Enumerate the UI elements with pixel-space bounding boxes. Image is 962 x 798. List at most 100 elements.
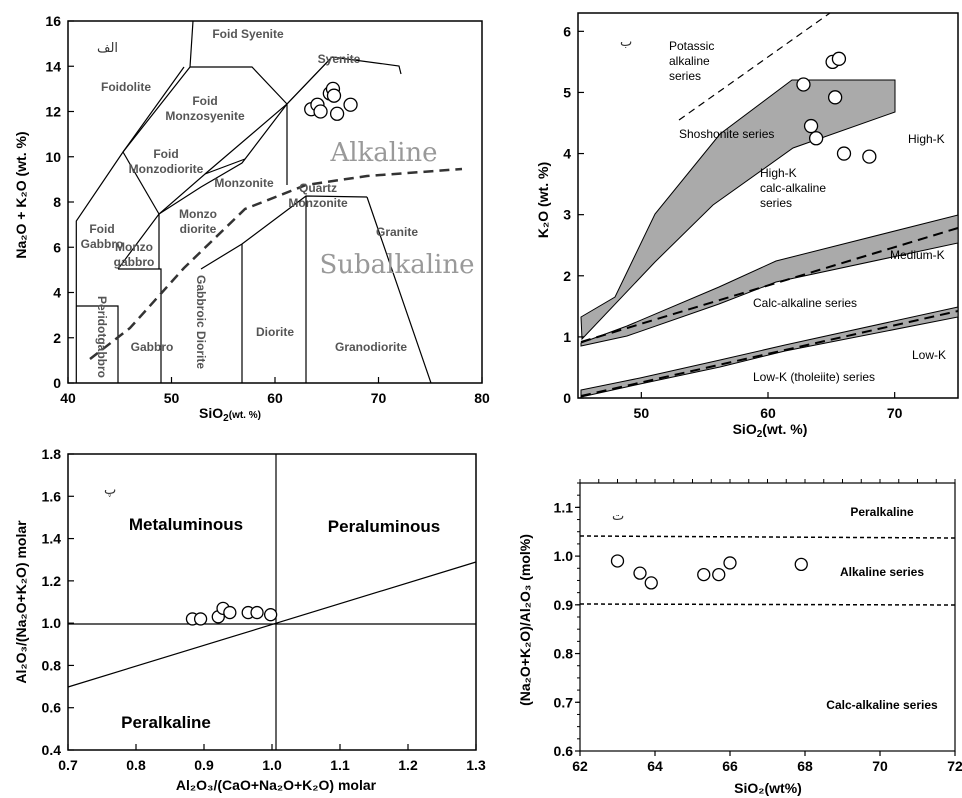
field-label-peralkaline: Peralkaline — [121, 713, 211, 732]
y-tick-label: 4 — [53, 285, 61, 301]
x-tick-label: 0.7 — [58, 757, 78, 773]
y-tick-label: 16 — [45, 13, 61, 29]
y-axis-label: K₂O (wt. %) — [535, 162, 551, 238]
x-tick-label: 62 — [572, 758, 588, 774]
field-label-quartz-monzonite: Quartz Monzonite — [288, 181, 348, 210]
y-tick-label: 0.6 — [42, 700, 62, 716]
series-label: High-K calc-alkaline series — [760, 166, 826, 210]
y-tick-label: 0 — [53, 375, 61, 391]
panel-tas-diagram: الف Foid Syenite Syenite Foidolite Foid Monz… — [13, 13, 490, 424]
y-tick-label: 0.9 — [554, 597, 574, 613]
series-labels: Alkaline Subalkaline — [319, 138, 474, 280]
y-tick-label: 10 — [45, 149, 61, 165]
data-point — [723, 556, 737, 570]
data-point — [827, 90, 843, 105]
x-tick-label: 0.8 — [126, 757, 146, 773]
x-axis-label: Al₂O₃/(CaO+Na₂O+K₂O) molar — [176, 777, 377, 793]
data-point — [862, 149, 877, 164]
minor-ticks — [577, 479, 956, 752]
y-tick-label: 1.0 — [554, 548, 574, 564]
lowk-boundary-line — [580, 310, 959, 397]
y-tick-label: 1.8 — [42, 446, 62, 462]
data-point — [697, 567, 711, 582]
peralkaline-boundary — [579, 535, 956, 539]
alkaline-boundary-line — [678, 12, 831, 121]
x-tick-label: 72 — [947, 758, 962, 774]
field-label-granite: Granite — [376, 225, 418, 239]
field-labels: Peralkaline Alkaline series Calc-alkaline … — [826, 505, 938, 712]
field-label-syenite: Syenite — [318, 52, 361, 66]
y-tick-label: 2 — [563, 268, 571, 284]
y-tick-label: 1.4 — [42, 531, 62, 547]
field-label-diorite: Diorite — [256, 325, 294, 339]
data-point — [796, 77, 811, 92]
x-tick-labels: 40 50 60 70 80 — [60, 377, 490, 406]
x-tick-label: 70 — [872, 758, 888, 774]
data-point — [263, 608, 278, 622]
y-tick-label: 0.4 — [42, 742, 62, 758]
data-point — [808, 131, 824, 146]
x-tick-label: 60 — [267, 390, 283, 406]
field-label-monzonite: Monzonite — [214, 176, 274, 190]
field-labels: Foid Syenite Syenite Foidolite Foid Monzosye… — [81, 27, 419, 378]
y-tick-label: 0.8 — [42, 657, 62, 673]
field-labels: Metaluminous Peraluminous Peralkaline — [121, 515, 440, 732]
y-tick-labels: 0.6 0.7 0.8 0.9 1.0 1.1 — [554, 499, 580, 759]
series-label-subalkaline: Subalkaline — [319, 250, 474, 280]
x-tick-label: 50 — [164, 390, 180, 406]
x-tick-label: 50 — [634, 405, 650, 421]
y-tick-label: 6 — [53, 239, 61, 255]
y-tick-labels: 0.4 0.6 0.8 1.0 1.2 1.4 1.6 1.8 — [42, 446, 74, 758]
series-label: Medium-K — [890, 248, 945, 262]
field-label-monzo-diorite: Monzo diorite — [179, 207, 217, 236]
series-label: Low-K — [912, 348, 946, 362]
field-label-foid-gabbro: Foid Gabbro — [81, 222, 124, 251]
y-tick-label: 14 — [45, 58, 61, 74]
data-point — [343, 97, 358, 112]
data-point — [831, 51, 847, 66]
y-axis-label: (Na₂O+K₂O)/Al₂O₃ (mol%) — [517, 534, 533, 706]
y-tick-label: 0 — [563, 390, 571, 406]
field-boundaries — [75, 20, 432, 384]
series-label-alkaline: Alkaline — [329, 138, 437, 168]
x-tick-label: 1.1 — [330, 757, 350, 773]
y-tick-label: 0.7 — [554, 694, 574, 710]
x-tick-label: 1.0 — [262, 757, 282, 773]
data-point — [193, 612, 208, 626]
panel-alkalinity-diagram: ت Peralkaline Alkaline series Calc-alkalin… — [517, 479, 962, 796]
diagonal-boundary — [67, 561, 477, 688]
field-label-monzo-gabbro: Monzo gabbro — [114, 240, 155, 269]
data-point — [836, 146, 852, 161]
y-axis-label: Na₂O + K₂O (wt. %) — [13, 131, 29, 258]
panel-label: الف — [97, 41, 118, 56]
y-tick-label: 12 — [45, 104, 61, 120]
y-tick-label: 1.1 — [554, 499, 574, 515]
y-tick-label: 3 — [563, 207, 571, 223]
field-label-gabbroic-diorite: Gabbroic Diorite — [194, 275, 208, 369]
y-tick-label: 1.2 — [42, 573, 62, 589]
highk-boundary-line — [580, 227, 959, 343]
y-tick-label: 0.8 — [554, 646, 574, 662]
x-tick-labels: 50 60 70 — [634, 392, 903, 421]
field-label-gabbro: Gabbro — [131, 340, 174, 354]
data-points — [796, 51, 877, 164]
y-tick-label: 8 — [53, 194, 61, 210]
plot-frame — [67, 453, 477, 751]
panel-shand-diagram: پ Metaluminous Peraluminous Peralkaline 0.… — [13, 446, 486, 793]
field-label: Alkaline series — [840, 565, 924, 579]
data-point — [250, 605, 264, 620]
series-label: Potassic alkaline series — [669, 39, 714, 83]
field-label-metaluminous: Metaluminous — [129, 515, 243, 534]
field-label-foidolite: Foidolite — [101, 80, 151, 94]
x-tick-label: 60 — [760, 405, 776, 421]
panel-label: ت — [612, 509, 624, 524]
series-label: High-K — [908, 132, 945, 146]
data-points — [610, 554, 808, 590]
y-tick-label: 4 — [563, 146, 571, 162]
data-point — [712, 567, 726, 582]
x-tick-label: 68 — [797, 758, 813, 774]
y-tick-label: 0.6 — [554, 743, 574, 759]
y-axis-label: Al₂O₃/(Na₂O+K₂O) molar — [13, 520, 29, 684]
y-tick-labels: 0 2 4 6 8 10 12 14 16 — [45, 13, 74, 391]
